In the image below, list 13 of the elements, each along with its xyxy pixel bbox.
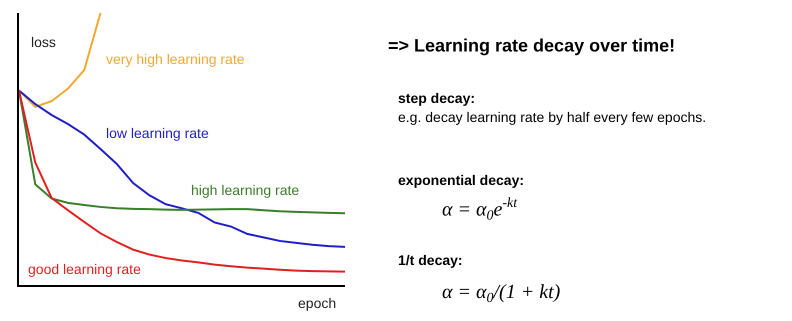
series-label: high learning rate	[191, 182, 300, 198]
text: exponential decay:	[398, 172, 524, 188]
text: e.g. decay learning rate by half every few epochs.	[398, 109, 706, 125]
text: α = α$_{0}$/(1 + kt)	[442, 281, 561, 306]
x-axis-title: epoch	[298, 295, 336, 311]
text: => Learning rate decay over time!	[388, 35, 676, 56]
text: α = α$_{0}$e$^{-kt}$	[442, 196, 518, 224]
series-label: good learning rate	[28, 261, 142, 277]
series-label: very high learning rate	[106, 51, 245, 67]
series-label: low learning rate	[106, 125, 209, 141]
text: 1/t decay:	[398, 252, 463, 268]
text: step decay:	[398, 90, 476, 106]
y-axis-title: loss	[31, 34, 56, 50]
